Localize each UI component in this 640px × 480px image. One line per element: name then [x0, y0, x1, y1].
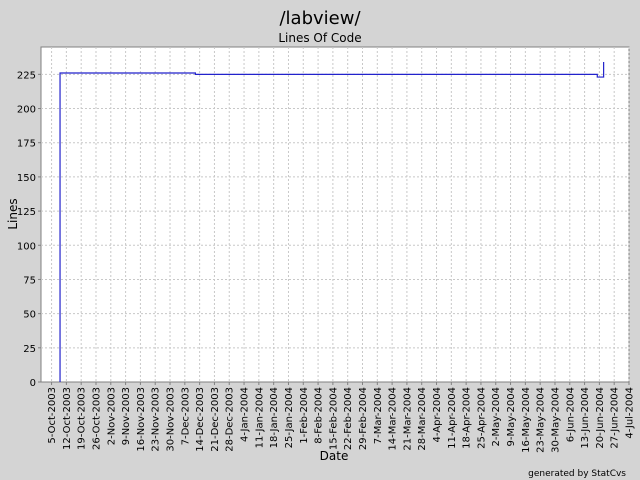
- x-tick-label: 2-Nov-2003: [106, 387, 117, 445]
- x-tick-label: 16-Nov-2003: [136, 387, 147, 452]
- x-tick-label: 23-Nov-2003: [151, 387, 162, 452]
- x-tick-label: 14-Dec-2003: [195, 387, 206, 452]
- x-tick-label: 4-Jan-2004: [240, 387, 251, 442]
- x-tick-label: 15-Feb-2004: [328, 387, 339, 450]
- x-tick-label: 7-Mar-2004: [373, 387, 384, 444]
- series-layer: [59, 62, 605, 382]
- x-tick-label: 26-Oct-2003: [91, 387, 102, 450]
- series-line: [59, 62, 605, 382]
- x-tick-label: 19-Oct-2003: [77, 387, 88, 450]
- x-tick-label: 30-May-2004: [550, 387, 561, 453]
- x-tick-label: 8-Feb-2004: [314, 387, 325, 444]
- x-tick-label: 9-May-2004: [506, 387, 517, 447]
- x-tick-label: 1-Feb-2004: [299, 387, 310, 444]
- x-tick-label: 18-Jan-2004: [269, 387, 280, 448]
- x-tick-label: 28-Mar-2004: [417, 387, 428, 451]
- x-tick-label: 18-Apr-2004: [462, 387, 473, 449]
- y-tick-label: 0: [30, 378, 36, 389]
- y-tick-label: 100: [17, 241, 36, 252]
- x-tick-label: 22-Feb-2004: [343, 387, 354, 450]
- x-tick-label: 29-Feb-2004: [358, 387, 369, 450]
- plot-area: [40, 46, 630, 383]
- y-tick-label: 50: [23, 310, 36, 321]
- x-axis: 5-Oct-2003 12-Oct-2003 19-Oct-2003 26-Oct-2…: [47, 382, 636, 453]
- x-tick-label: 11-Jan-2004: [254, 387, 265, 448]
- x-tick-label: 4-Jul-2004: [625, 387, 636, 439]
- y-tick-label: 25: [23, 344, 36, 355]
- x-tick-label: 21-Mar-2004: [402, 387, 413, 451]
- footer-credit: generated by StatCvs: [528, 469, 626, 479]
- x-tick-label: 20-Jun-2004: [595, 387, 606, 449]
- x-tick-label: 12-Oct-2003: [62, 387, 73, 450]
- y-tick-label: 150: [17, 173, 36, 184]
- x-tick-label: 4-Apr-2004: [432, 387, 443, 442]
- x-tick-label: 7-Dec-2003: [180, 387, 191, 445]
- x-tick-label: 16-May-2004: [521, 387, 532, 453]
- y-tick-label: 225: [17, 70, 36, 81]
- chart-subtitle: Lines Of Code: [278, 31, 361, 45]
- x-tick-label: 2-May-2004: [491, 387, 502, 447]
- x-axis-label: Date: [320, 449, 349, 463]
- x-tick-label: 28-Dec-2003: [225, 387, 236, 452]
- x-tick-label: 11-Apr-2004: [447, 387, 458, 449]
- x-tick-label: 9-Nov-2003: [121, 387, 132, 445]
- x-tick-label: 13-Jun-2004: [580, 387, 591, 449]
- x-tick-label: 25-Jan-2004: [284, 387, 295, 448]
- chart-title: /labview/: [279, 8, 361, 29]
- x-tick-label: 6-Jun-2004: [565, 387, 576, 442]
- y-tick-label: 125: [17, 207, 36, 218]
- x-tick-label: 5-Oct-2003: [47, 387, 58, 444]
- y-axis: 0 25 50 75 100 125 150 175 200 225: [17, 70, 41, 389]
- x-tick-label: 14-Mar-2004: [388, 387, 399, 451]
- x-tick-label: 27-Jun-2004: [610, 387, 621, 449]
- x-tick-label: 25-Apr-2004: [476, 387, 487, 449]
- y-tick-label: 175: [17, 139, 36, 150]
- y-tick-label: 200: [17, 105, 36, 116]
- y-axis-label: Lines: [6, 198, 20, 229]
- x-tick-label: 30-Nov-2003: [166, 387, 177, 452]
- x-tick-label: 23-May-2004: [536, 387, 547, 453]
- x-tick-label: 21-Dec-2003: [210, 387, 221, 452]
- y-tick-label: 75: [23, 275, 36, 286]
